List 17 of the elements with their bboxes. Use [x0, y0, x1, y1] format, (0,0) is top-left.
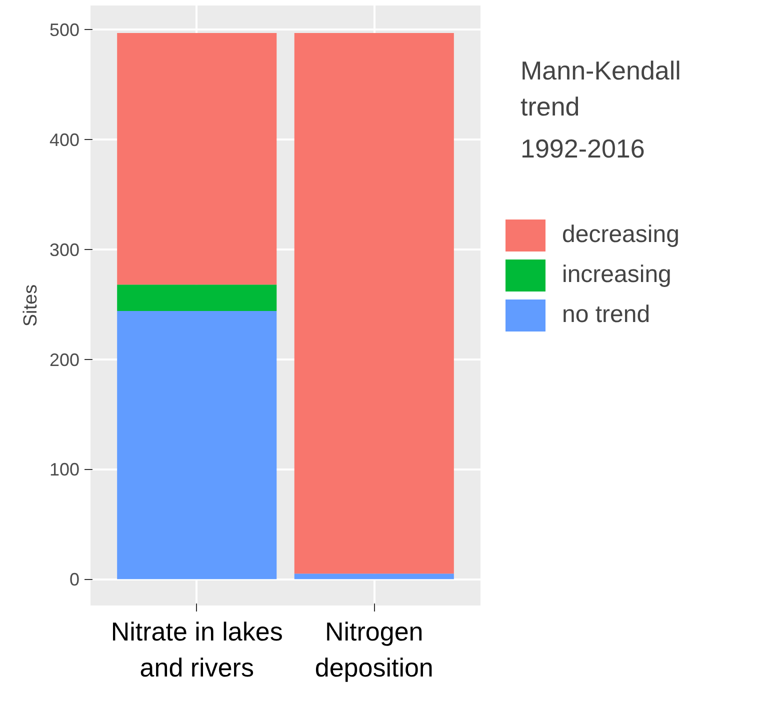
y-tick-label: 300	[49, 240, 80, 260]
legend-label: increasing	[562, 261, 672, 289]
bar	[117, 284, 277, 311]
y-axis-title: Sites	[20, 284, 42, 327]
bar	[117, 32, 277, 285]
y-tick-label: 100	[49, 460, 80, 480]
y-tick-label: 200	[49, 350, 80, 370]
legend-title: Mann-Kendall trend 1992-2016	[520, 56, 681, 164]
y-tick-label: 400	[49, 130, 80, 150]
bar	[117, 310, 277, 580]
x-tick-label: Nitrate in lakes and rivers	[110, 616, 283, 682]
bar	[294, 574, 454, 580]
legend-label: no trend	[562, 301, 650, 329]
y-tick-label: 500	[49, 20, 80, 40]
y-tick-label: 0	[69, 570, 80, 590]
legend-label: decreasing	[562, 221, 680, 249]
x-tick-label: Nitrogen deposition	[314, 616, 434, 682]
